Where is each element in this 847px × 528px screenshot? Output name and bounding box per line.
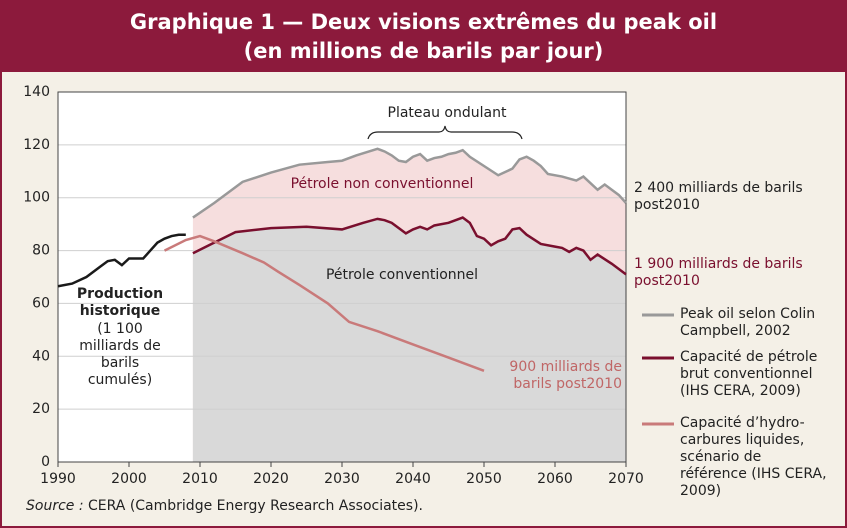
y-tick-label: 80 bbox=[32, 243, 50, 259]
legend-label: Peak oil selon Colin Campbell, 2002 bbox=[680, 306, 816, 339]
annotation-label: Production historique bbox=[76, 286, 164, 319]
annotation: 2 400 milliards de barils post2010 bbox=[634, 180, 803, 213]
y-tick-label: 100 bbox=[23, 190, 50, 206]
annotation: 900 milliards de barils post2010 bbox=[509, 359, 622, 392]
series-line bbox=[192, 147, 627, 219]
area bbox=[192, 217, 626, 462]
legend-label: Capacité de pétrole brut conventionnel (… bbox=[680, 349, 818, 399]
y-tick-label: 0 bbox=[41, 454, 50, 470]
y-tick-label: 140 bbox=[23, 84, 50, 100]
x-tick-label: 2040 bbox=[395, 471, 431, 487]
x-tick-label: 2000 bbox=[111, 471, 147, 487]
x-tick-label: 1990 bbox=[40, 471, 76, 487]
annotation: Pétrole non conventionnel bbox=[290, 176, 474, 192]
annotation: Pétrole conventionnel bbox=[325, 267, 479, 283]
bracket bbox=[367, 125, 523, 140]
x-tick-label: 2060 bbox=[537, 471, 573, 487]
x-tick-label: 2030 bbox=[324, 471, 360, 487]
annotation: 1 900 milliards de barils post2010 bbox=[634, 256, 803, 289]
title-bar: Graphique 1 — Deux visions extrêmes du p… bbox=[2, 2, 845, 72]
source-text: CERA (Cambridge Energy Research Associat… bbox=[88, 498, 423, 514]
series-line bbox=[163, 234, 485, 372]
x-tick-label: 2070 bbox=[608, 471, 644, 487]
y-tick-label: 120 bbox=[23, 137, 50, 153]
x-tick-label: 2050 bbox=[466, 471, 502, 487]
series-line bbox=[57, 233, 186, 288]
x-tick-label: 2020 bbox=[253, 471, 289, 487]
legend-label: Capacité d’hydro-carbures liquides, scén… bbox=[680, 415, 827, 499]
y-tick-label: 40 bbox=[32, 348, 50, 364]
y-tick-label: 60 bbox=[32, 295, 50, 311]
source: Source : CERA (Cambridge Energy Research… bbox=[26, 498, 423, 514]
series-line bbox=[192, 216, 627, 276]
plot-frame bbox=[57, 91, 627, 463]
source-label: Source : bbox=[26, 498, 84, 514]
x-tick-label: 2010 bbox=[182, 471, 218, 487]
chart-subtitle: (en millions de barils par jour) bbox=[243, 39, 604, 63]
annotation: Plateau ondulant bbox=[387, 105, 507, 121]
y-tick-label: 20 bbox=[32, 401, 50, 417]
chart-title: Graphique 1 — Deux visions extrêmes du p… bbox=[129, 10, 718, 34]
annotation: (1 100 milliards de barils cumulés) bbox=[79, 321, 161, 388]
